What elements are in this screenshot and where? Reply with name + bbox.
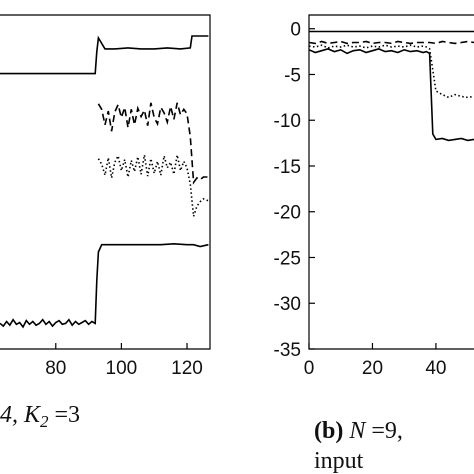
right-caption-line1: (b) N =9, — [314, 418, 403, 444]
panel1-x-tick-label-1: 20 — [362, 358, 383, 379]
panel0-x-tick-label-2: 120 — [171, 358, 203, 379]
panel1-y-tick-label-1: -5 — [284, 65, 301, 86]
right-caption-line2: input — [314, 448, 364, 474]
left-axis-frame — [0, 14, 211, 350]
panel1-series-1-dashed-line — [309, 40, 474, 45]
panel1-series-3-solid-line — [309, 48, 474, 142]
left-caption: 4, K2 =3 — [0, 402, 80, 431]
panel0-x-tick-label-1: 100 — [106, 358, 138, 379]
panel0-series-3-solid-line — [0, 242, 209, 329]
panel0-x-tick-label-0: 80 — [45, 358, 66, 379]
panel1-x-tick-label-0: 0 — [304, 358, 315, 379]
panel1-y-tick-label-3: -15 — [274, 157, 301, 178]
panel1-series-2-dotted-line — [309, 44, 474, 99]
left-ticks: 80 100 120 — [45, 343, 203, 379]
panel1-y-tick-label-2: -10 — [274, 111, 301, 132]
left-series-group — [0, 35, 209, 329]
panel1-y-tick-label-6: -30 — [274, 294, 301, 315]
panel0-series-1-dashed-line — [97, 102, 209, 185]
panel1-y-tick-label-5: -25 — [274, 248, 301, 269]
panel0-series-0-solid-line — [0, 35, 209, 75]
panel1-x-tick-label-2: 40 — [425, 358, 446, 379]
panel1-y-tick-label-7: -35 — [274, 340, 301, 361]
right-series-group — [309, 30, 474, 142]
right-panel: 0 20 40 0 -5 -10 -15 -20 -25 -30 -35 (b) N =9, inp… — [274, 14, 474, 474]
right-ticks: 0 20 40 0 -5 -10 -15 -20 -25 -30 -35 — [274, 20, 447, 379]
left-panel: 80 100 120 4, K2 =3 — [0, 14, 211, 431]
right-axis-frame — [308, 14, 474, 350]
panel1-y-tick-label-0: 0 — [290, 20, 301, 41]
panel1-y-tick-label-4: -20 — [274, 203, 301, 224]
